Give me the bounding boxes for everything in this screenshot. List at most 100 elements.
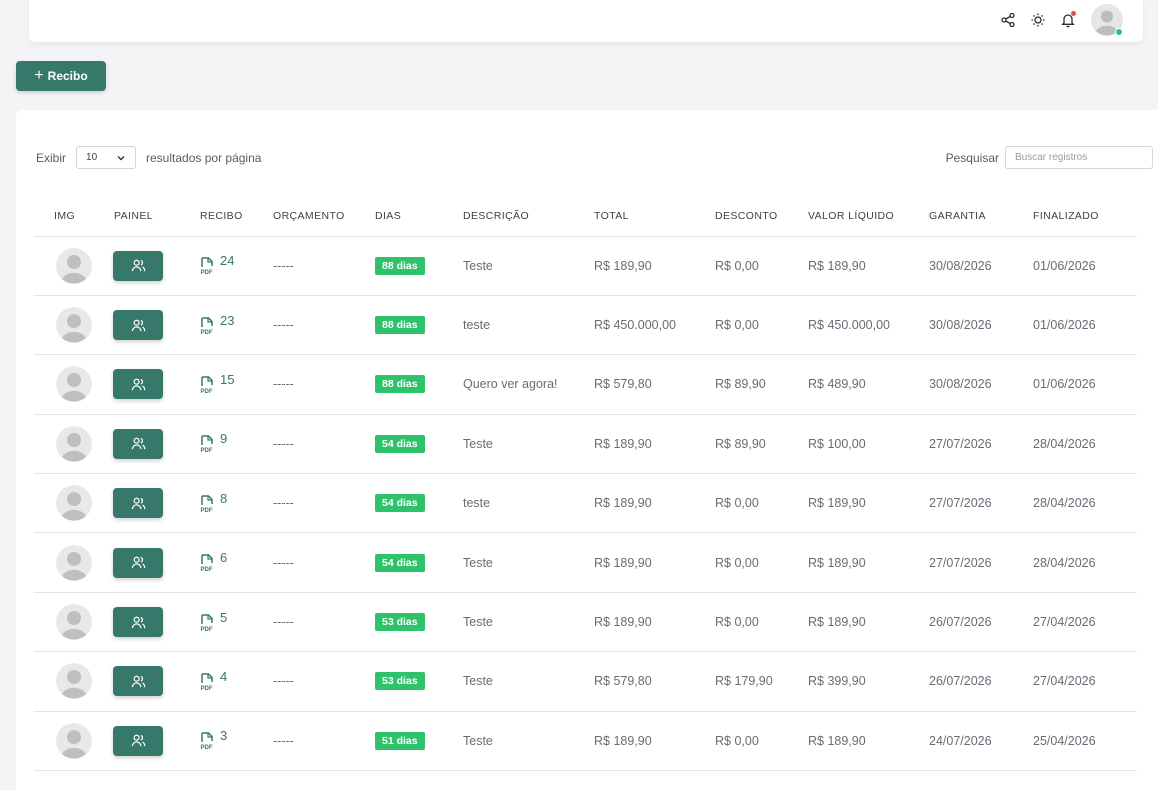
add-recibo-button[interactable]: + Recibo — [16, 61, 106, 91]
recibos-table: IMG PAINEL RECIBO ORÇAMENTO DIAS DESCRIÇ… — [34, 196, 1137, 772]
total-cell: R$ 189,90 — [594, 592, 715, 653]
dias-badge: 88 dias — [375, 375, 425, 394]
col-header-valor-liquido[interactable]: VALOR LÍQUIDO — [808, 196, 929, 237]
orcamento-cell: ----- — [273, 236, 375, 296]
users-icon — [131, 378, 145, 391]
finalizado-cell: 28/04/2026 — [1033, 532, 1137, 593]
share-icon[interactable] — [993, 5, 1023, 35]
svg-text:PDF: PDF — [201, 627, 213, 632]
orcamento-cell: ----- — [273, 532, 375, 593]
table-row: PDF 3 ----- 51 dias Teste R$ 189,90 R$ 0… — [34, 711, 1137, 772]
recibo-number: 8 — [220, 490, 228, 506]
col-header-dias[interactable]: DIAS — [375, 196, 463, 237]
recibo-number: 3 — [220, 728, 228, 744]
recibo-pdf-link[interactable]: PDF 6 — [200, 550, 273, 572]
valor-liquido-cell: R$ 489,90 — [808, 354, 929, 415]
garantia-cell: 27/07/2026 — [929, 414, 1033, 475]
bell-icon[interactable] — [1053, 5, 1083, 35]
col-header-img[interactable]: IMG — [34, 196, 114, 237]
painel-button[interactable] — [113, 725, 163, 756]
pdf-file-icon: PDF — [201, 673, 213, 691]
table-row: PDF 6 ----- 54 dias Teste R$ 189,90 R$ 0… — [34, 532, 1137, 593]
garantia-cell: 26/07/2026 — [929, 651, 1033, 712]
pdf-file-icon: PDF — [201, 376, 213, 394]
desconto-cell: R$ 0,00 — [715, 295, 808, 356]
top-navbar — [29, 0, 1143, 42]
descricao-cell: teste — [463, 473, 594, 534]
user-avatar[interactable] — [1091, 4, 1123, 36]
col-header-garantia[interactable]: GARANTIA — [929, 196, 1033, 237]
col-header-painel[interactable]: PAINEL — [114, 196, 200, 237]
painel-button[interactable] — [113, 250, 163, 281]
painel-button[interactable] — [113, 310, 163, 341]
col-header-recibo[interactable]: RECIBO — [200, 196, 273, 237]
search-input[interactable] — [1005, 146, 1153, 169]
recibo-pdf-link[interactable]: PDF 4 — [200, 668, 273, 691]
per-page-suffix: resultados por página — [146, 150, 262, 165]
painel-button[interactable] — [113, 547, 163, 578]
svg-text:PDF: PDF — [201, 270, 213, 275]
svg-text:PDF: PDF — [201, 567, 213, 572]
recibo-pdf-link[interactable]: PDF 8 — [200, 490, 273, 513]
per-page-value: 10 — [86, 152, 98, 163]
users-icon — [131, 734, 145, 747]
col-header-finalizado[interactable]: FINALIZADO — [1033, 196, 1137, 237]
recibo-pdf-link[interactable]: PDF 9 — [200, 431, 273, 453]
customer-avatar — [56, 307, 92, 344]
svg-text:PDF: PDF — [201, 330, 213, 335]
total-cell: R$ 579,80 — [594, 651, 715, 712]
recibo-pdf-link[interactable]: PDF 5 — [200, 609, 273, 632]
per-page-select[interactable]: 10 — [76, 146, 137, 169]
dias-badge: 53 dias — [375, 613, 425, 632]
orcamento-cell: ----- — [273, 592, 375, 653]
users-icon — [131, 556, 145, 569]
table-row: PDF 4 ----- 53 dias Teste R$ 579,80 R$ 1… — [34, 651, 1137, 712]
recibo-pdf-link[interactable]: PDF 3 — [200, 728, 273, 750]
descricao-cell: Teste — [463, 532, 594, 593]
add-recibo-label: Recibo — [47, 69, 88, 83]
users-icon — [131, 616, 145, 628]
pdf-file-icon: PDF — [201, 554, 213, 572]
total-cell: R$ 579,80 — [594, 354, 715, 415]
desconto-cell: R$ 0,00 — [715, 711, 808, 772]
recibo-pdf-link[interactable]: PDF 24 — [200, 253, 273, 275]
valor-liquido-cell: R$ 399,90 — [808, 651, 929, 712]
total-cell: R$ 189,90 — [594, 236, 715, 296]
customer-avatar — [56, 485, 92, 522]
recibo-number: 4 — [220, 668, 228, 684]
customer-avatar — [56, 722, 92, 759]
svg-text:PDF: PDF — [201, 745, 213, 750]
valor-liquido-cell: R$ 100,00 — [808, 414, 929, 475]
painel-button[interactable] — [113, 369, 163, 400]
painel-button[interactable] — [113, 428, 163, 459]
valor-liquido-cell: R$ 189,90 — [808, 532, 929, 593]
painel-button[interactable] — [113, 607, 163, 638]
total-cell: R$ 189,90 — [594, 532, 715, 593]
dias-badge: 54 dias — [375, 434, 425, 453]
table-header-row: IMG PAINEL RECIBO ORÇAMENTO DIAS DESCRIÇ… — [34, 196, 1137, 237]
users-icon — [131, 319, 145, 331]
finalizado-cell: 28/04/2026 — [1033, 414, 1137, 475]
orcamento-cell: ----- — [273, 473, 375, 534]
finalizado-cell: 28/04/2026 — [1033, 473, 1137, 534]
col-header-orcamento[interactable]: ORÇAMENTO — [273, 196, 375, 237]
pdf-file-icon: PDF — [201, 613, 213, 632]
sun-icon[interactable] — [1023, 5, 1053, 35]
pdf-file-icon: PDF — [201, 732, 213, 750]
table-row: PDF 9 ----- 54 dias Teste R$ 189,90 R$ 8… — [34, 414, 1137, 475]
col-header-descricao[interactable]: DESCRIÇÃO — [463, 196, 594, 237]
finalizado-cell: 01/06/2026 — [1033, 354, 1137, 415]
col-header-total[interactable]: TOTAL — [594, 196, 715, 237]
search-label: Pesquisar — [945, 150, 999, 165]
recibo-number: 5 — [220, 609, 228, 625]
garantia-cell: 26/07/2026 — [929, 592, 1033, 653]
descricao-cell: Quero ver agora! — [463, 354, 594, 415]
table-row: PDF 23 ----- 88 dias teste R$ 450.000,00… — [34, 295, 1137, 356]
finalizado-cell: 01/06/2026 — [1033, 236, 1137, 296]
painel-button[interactable] — [113, 666, 163, 697]
desconto-cell: R$ 0,00 — [715, 473, 808, 534]
col-header-desconto[interactable]: DESCONTO — [715, 196, 808, 237]
painel-button[interactable] — [113, 488, 163, 519]
recibo-pdf-link[interactable]: PDF 15 — [200, 372, 273, 394]
recibo-pdf-link[interactable]: PDF 23 — [200, 313, 273, 335]
